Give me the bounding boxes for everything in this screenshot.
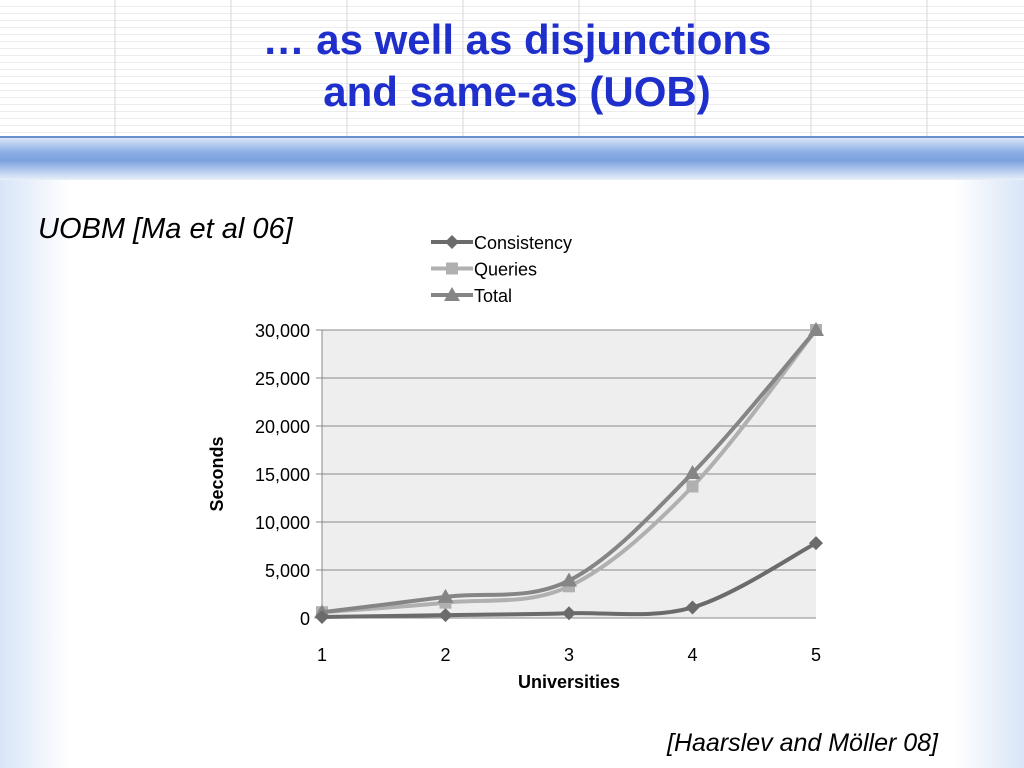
header-grid-pattern bbox=[0, 0, 1024, 136]
series-line-total bbox=[320, 328, 818, 615]
legend-marker-consistency bbox=[445, 235, 459, 249]
data-point-total bbox=[437, 588, 454, 603]
y-axis-label: Seconds bbox=[207, 436, 227, 511]
x-tick-label: 1 bbox=[317, 645, 327, 665]
data-point-consistency bbox=[438, 608, 453, 623]
header-divider-line bbox=[0, 136, 1024, 138]
x-tick-label: 3 bbox=[564, 645, 574, 665]
legend-label-total: Total bbox=[474, 286, 512, 306]
data-point-consistency bbox=[809, 536, 823, 551]
slide-title-line2: and same-as (UOB) bbox=[323, 68, 711, 115]
y-tick-label: 30,000 bbox=[255, 321, 310, 341]
data-point-consistency bbox=[562, 606, 576, 621]
x-tick-label: 2 bbox=[440, 645, 450, 665]
right-edge-gradient bbox=[954, 180, 1024, 768]
legend-marker-queries bbox=[446, 262, 458, 275]
citation: [Haarslev and Möller 08] bbox=[667, 729, 938, 757]
series-line-queries bbox=[320, 328, 818, 615]
header-divider-band bbox=[0, 136, 1024, 180]
y-tick-label: 10,000 bbox=[255, 513, 310, 533]
y-tick-label: 15,000 bbox=[255, 465, 310, 485]
slide-title: … as well as disjunctions and same-as (U… bbox=[0, 14, 1024, 118]
data-point-total bbox=[808, 322, 824, 336]
data-point-consistency bbox=[315, 610, 329, 625]
line-chart: 0 5,000 10,000 15,000 20,000 25,000 30,000 1 2 3 4… bbox=[207, 233, 824, 692]
slide-title-line1: … as well as disjunctions bbox=[262, 16, 772, 63]
y-tick-label: 25,000 bbox=[255, 369, 310, 389]
legend-label-queries: Queries bbox=[474, 260, 537, 280]
legend-label-consistency: Consistency bbox=[474, 233, 572, 253]
y-tick-label: 20,000 bbox=[255, 417, 310, 437]
y-tick-label: 0 bbox=[300, 609, 310, 629]
data-point-total bbox=[561, 572, 577, 587]
left-edge-gradient bbox=[0, 180, 70, 768]
y-tick-label: 5,000 bbox=[265, 561, 310, 581]
x-axis-label: Universities bbox=[518, 672, 620, 692]
x-tick-label: 5 bbox=[811, 645, 821, 665]
legend-marker-total bbox=[444, 287, 460, 301]
data-point-consistency bbox=[685, 600, 700, 615]
x-tick-label: 4 bbox=[687, 645, 697, 665]
slide-subtitle: UOBM [Ma et al 06] bbox=[38, 213, 293, 245]
data-point-total bbox=[684, 465, 701, 480]
data-point-queries bbox=[686, 480, 699, 493]
